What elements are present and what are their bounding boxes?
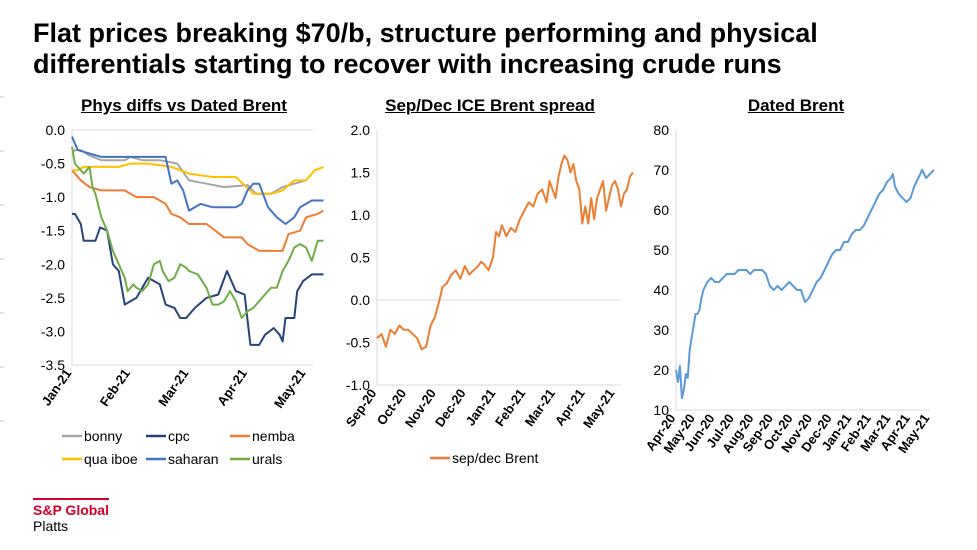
chart-1-x-tick-label: Apr-21 <box>214 366 250 408</box>
legend-label-urals: urals <box>252 451 282 467</box>
chart-1-x-tick-label: Feb-21 <box>97 366 133 409</box>
chart-1-series-line-qua-iboe <box>72 162 324 195</box>
chart-2-y-tick-label: 1.0 <box>351 207 371 223</box>
legend-label-saharan: saharan <box>168 451 219 467</box>
chart-1-series-line-saharan <box>71 136 324 225</box>
chart-1-x-tick-label: May-21 <box>271 366 309 411</box>
chart-2-series-line-sep-dec-brent <box>376 154 634 351</box>
chart-1-series-line-nemba <box>71 169 324 252</box>
chart-2-y-tick-label: 0.0 <box>351 292 371 308</box>
chart-1-y-tick-label: 0.0 <box>46 122 66 138</box>
legend-label-cpc: cpc <box>168 428 190 444</box>
chart-1-series-line-urals <box>71 146 324 319</box>
chart-2-x-tick-label: Dec-20 <box>432 386 469 430</box>
chart-2-x-tick-label: May-21 <box>580 386 618 431</box>
chart-3-y-tick-label: 30 <box>653 322 669 338</box>
logo-line-2: Platts <box>33 518 69 534</box>
chart-3-y-tick-label: 70 <box>653 162 669 178</box>
chart-2-title: Sep/Dec ICE Brent spread <box>385 96 595 115</box>
chart-1-x-tick-label: Mar-21 <box>155 366 191 409</box>
slide-title-line-2: differentials starting to recover with i… <box>33 49 782 79</box>
chart-3-y-tick-label: 40 <box>653 282 669 298</box>
chart-2-x-tick-label: Feb-21 <box>492 386 528 429</box>
chart-1-y-tick-label: -0.5 <box>41 156 65 172</box>
logo-line-1: S&P Global <box>33 498 109 518</box>
chart-1-title: Phys diffs vs Dated Brent <box>81 96 287 115</box>
chart-1-y-tick-label: -3.5 <box>41 357 65 373</box>
legend-label-sep-dec-brent: sep/dec Brent <box>452 450 538 466</box>
chart-2-y-tick-label: 2.0 <box>351 122 371 138</box>
chart-3-title: Dated Brent <box>747 96 845 115</box>
chart-2-y-tick-label: 1.5 <box>351 165 371 181</box>
chart-2-x-tick-label: Mar-21 <box>522 386 558 429</box>
chart-3-y-tick-label: 10 <box>653 402 669 418</box>
chart-3-y-tick-label: 20 <box>653 362 669 378</box>
chart-1-y-tick-label: -1.5 <box>41 223 65 239</box>
chart-3-y-tick-label: 80 <box>653 122 669 138</box>
slide-title: Flat prices breaking $70/b, structure pe… <box>33 18 953 80</box>
chart-2-y-tick-label: -0.5 <box>346 335 370 351</box>
chart-1-series-line-cpc <box>72 212 324 346</box>
chart-3-series-line-dated-brent <box>675 169 935 399</box>
chart-1-y-tick-label: -3.0 <box>41 323 65 339</box>
chart-1-y-tick-label: -2.5 <box>41 290 65 306</box>
chart-2-y-tick-label: -1.0 <box>346 377 370 393</box>
sp-global-platts-logo: S&P Global Platts <box>33 498 109 535</box>
slide-title-line-1: Flat prices breaking $70/b, structure pe… <box>33 18 818 48</box>
chart-3-y-tick-label: 50 <box>653 242 669 258</box>
chart-1-y-tick-label: -2.0 <box>41 256 65 272</box>
chart-3-y-tick-label: 60 <box>653 202 669 218</box>
chart-2-y-tick-label: 0.5 <box>351 250 371 266</box>
chart-2-x-tick-label: Nov-20 <box>402 386 439 430</box>
legend-label-qua-iboe: qua iboe <box>84 451 138 467</box>
legend-label-bonny: bonny <box>84 428 122 444</box>
chart-1-y-tick-label: -1.0 <box>41 189 65 205</box>
legend-label-nemba: nemba <box>252 428 295 444</box>
